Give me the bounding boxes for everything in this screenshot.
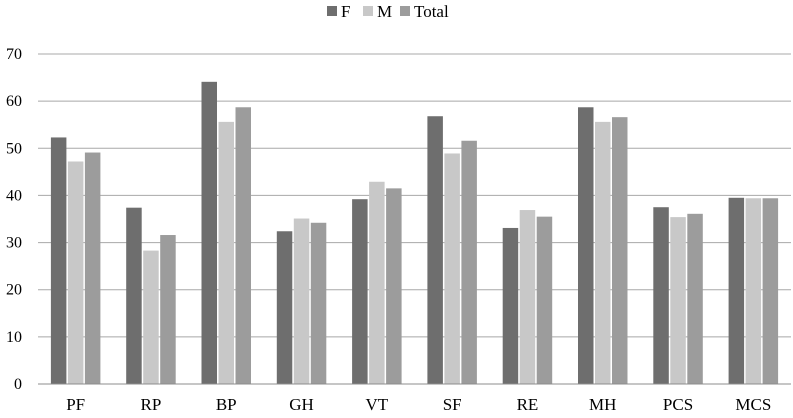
legend-item-total: Total: [400, 2, 449, 21]
y-tick-label: 30: [6, 235, 22, 252]
x-axis-labels: PF RP BP GH VT SF RE MH PCS MCS: [66, 395, 771, 414]
x-tick-label: MH: [589, 395, 616, 414]
bar-f-sf: [427, 116, 443, 384]
bar-total-mcs: [762, 198, 779, 384]
bar-m-rp: [143, 250, 159, 384]
bar-f-mh: [578, 107, 594, 385]
bar-f-bp: [201, 81, 217, 385]
y-tick-label: 0: [14, 376, 22, 393]
x-tick-label: PF: [66, 395, 85, 414]
bar-total-re: [536, 216, 553, 384]
bar-total-mh: [612, 117, 628, 385]
legend-swatch: [327, 6, 337, 16]
bar-f-re: [502, 227, 519, 384]
chart-legend: F M Total: [327, 2, 449, 21]
bar-total-rp: [160, 235, 176, 384]
bar-m-bp: [218, 121, 234, 384]
legend-swatch: [363, 6, 373, 16]
bar-f-rp: [126, 207, 142, 384]
bar-m-mcs: [745, 198, 762, 384]
y-tick-label: 10: [6, 329, 22, 346]
bar-m-mh: [595, 121, 611, 384]
bar-m-gh: [293, 218, 310, 384]
bar-total-bp: [235, 107, 251, 385]
legend-label: M: [377, 2, 392, 21]
bar-f-mcs: [728, 197, 745, 384]
bar-total-pcs: [687, 213, 703, 384]
bar-m-vt: [369, 181, 385, 384]
legend-label: Total: [414, 2, 449, 21]
bar-m-sf: [444, 153, 460, 384]
y-tick-label: 20: [6, 282, 22, 299]
legend-item-f: F: [327, 2, 350, 21]
y-tick-label: 50: [6, 140, 22, 157]
bar-f-gh: [276, 231, 293, 384]
bar-f-vt: [352, 199, 368, 384]
bar-m-pf: [67, 161, 84, 384]
bar-m-pcs: [670, 217, 686, 384]
y-tick-label: 60: [6, 93, 22, 110]
bar-f-pf: [50, 137, 67, 384]
bar-total-pf: [84, 152, 101, 384]
bar-m-re: [519, 210, 536, 384]
legend-swatch: [400, 6, 410, 16]
bar-total-sf: [461, 140, 477, 384]
x-tick-label: PCS: [663, 395, 693, 414]
bar-total-vt: [386, 188, 402, 384]
x-tick-label: VT: [366, 395, 389, 414]
x-tick-label: RE: [517, 395, 539, 414]
x-tick-label: MCS: [735, 395, 771, 414]
y-axis-ticks: 0 10 20 30 40 50 60 70: [6, 46, 22, 393]
y-tick-label: 70: [6, 46, 22, 63]
x-tick-label: SF: [443, 395, 462, 414]
x-tick-label: BP: [216, 395, 237, 414]
x-tick-label: RP: [141, 395, 162, 414]
bar-f-pcs: [653, 207, 669, 384]
bars: [50, 81, 779, 385]
y-tick-label: 40: [6, 187, 22, 204]
legend-label: F: [341, 2, 350, 21]
bar-total-gh: [310, 222, 327, 384]
x-tick-label: GH: [289, 395, 314, 414]
legend-item-m: M: [363, 2, 392, 21]
